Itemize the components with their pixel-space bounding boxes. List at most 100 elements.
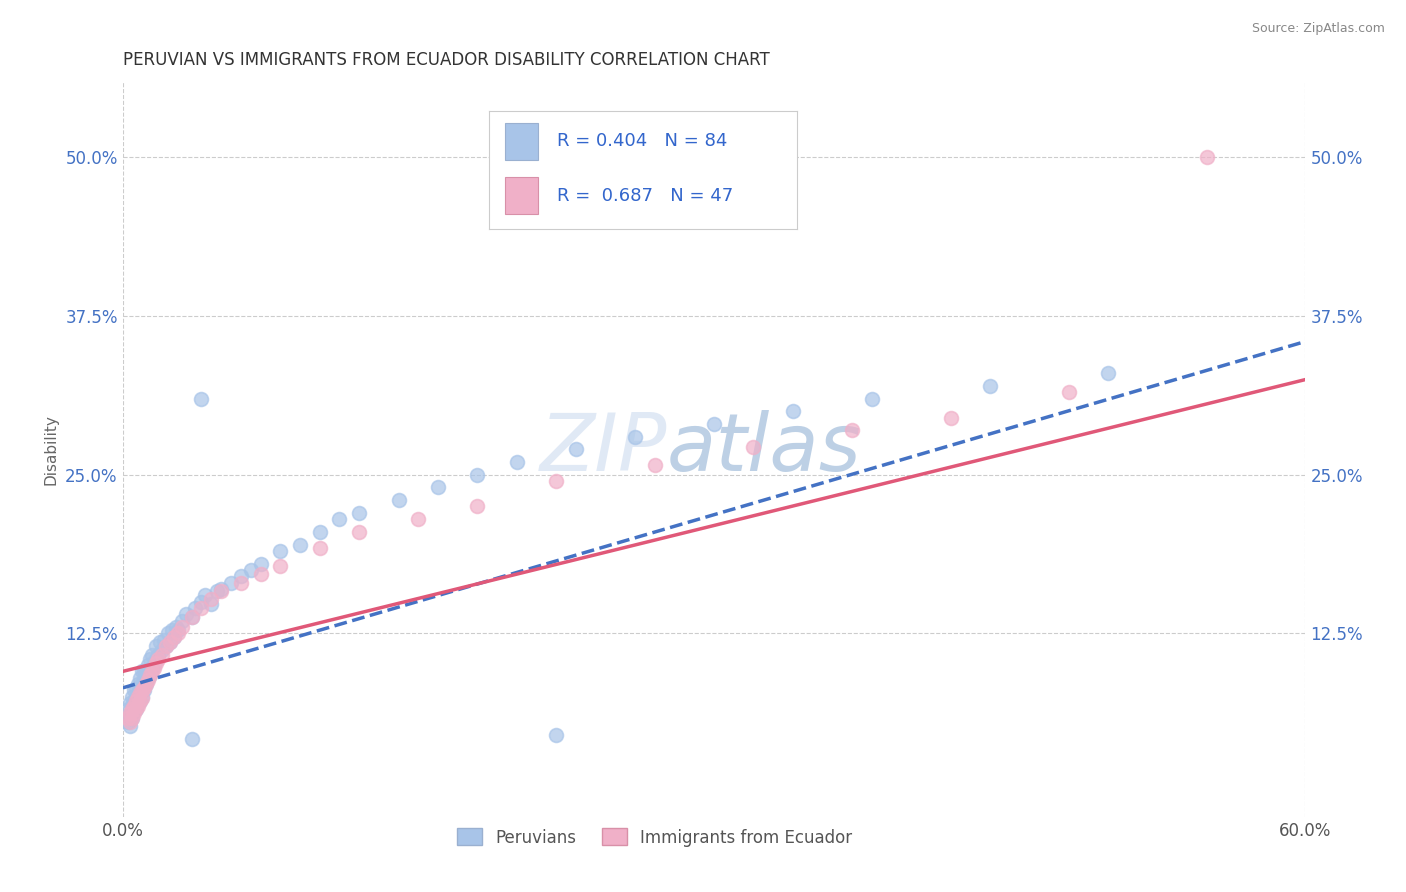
Point bbox=[129, 683, 152, 698]
Point bbox=[347, 524, 370, 539]
Point bbox=[134, 681, 156, 695]
Point bbox=[742, 440, 765, 454]
Point bbox=[209, 582, 232, 596]
Point bbox=[180, 610, 202, 624]
Point bbox=[115, 709, 138, 723]
Point bbox=[200, 597, 222, 611]
Point bbox=[124, 706, 146, 721]
Point bbox=[124, 704, 146, 718]
Point bbox=[127, 698, 149, 713]
Point bbox=[125, 702, 148, 716]
Point bbox=[127, 677, 149, 691]
Point bbox=[131, 683, 153, 698]
Text: Source: ZipAtlas.com: Source: ZipAtlas.com bbox=[1251, 22, 1385, 36]
Point bbox=[120, 719, 142, 733]
Point bbox=[120, 711, 142, 725]
Point bbox=[467, 500, 489, 514]
Point bbox=[184, 601, 207, 615]
Point bbox=[131, 677, 153, 691]
Point bbox=[131, 690, 153, 704]
Point bbox=[209, 584, 232, 599]
Point bbox=[146, 651, 169, 665]
Point bbox=[163, 630, 186, 644]
Point bbox=[467, 467, 489, 482]
Point bbox=[150, 643, 173, 657]
Point bbox=[146, 648, 169, 662]
Point bbox=[159, 635, 181, 649]
Point bbox=[136, 658, 159, 673]
Point bbox=[229, 575, 252, 590]
Point bbox=[269, 544, 291, 558]
Point bbox=[129, 693, 152, 707]
Point bbox=[124, 693, 146, 707]
Point bbox=[120, 706, 142, 721]
Point bbox=[129, 686, 152, 700]
Point bbox=[249, 566, 271, 581]
Point bbox=[1097, 366, 1119, 380]
Point bbox=[288, 537, 311, 551]
Point bbox=[125, 681, 148, 695]
Point bbox=[180, 731, 202, 746]
Point bbox=[406, 512, 429, 526]
Point bbox=[135, 677, 157, 691]
Point bbox=[131, 665, 153, 679]
Y-axis label: Disability: Disability bbox=[44, 414, 58, 484]
Point bbox=[159, 635, 181, 649]
Point bbox=[160, 623, 183, 637]
Point bbox=[139, 651, 162, 665]
Point bbox=[194, 588, 217, 602]
Point bbox=[347, 506, 370, 520]
Point bbox=[155, 639, 177, 653]
Point bbox=[156, 626, 179, 640]
Point bbox=[703, 417, 725, 431]
Point bbox=[139, 668, 162, 682]
Point bbox=[121, 690, 143, 704]
Point bbox=[229, 569, 252, 583]
Point bbox=[121, 711, 143, 725]
Text: PERUVIAN VS IMMIGRANTS FROM ECUADOR DISABILITY CORRELATION CHART: PERUVIAN VS IMMIGRANTS FROM ECUADOR DISA… bbox=[122, 51, 769, 69]
Legend: Peruvians, Immigrants from Ecuador: Peruvians, Immigrants from Ecuador bbox=[451, 822, 859, 853]
Point bbox=[269, 559, 291, 574]
Point bbox=[166, 623, 188, 637]
Point bbox=[117, 711, 139, 725]
Point bbox=[166, 626, 188, 640]
Text: ZIP: ZIP bbox=[540, 410, 666, 488]
Point bbox=[141, 660, 163, 674]
Point bbox=[125, 702, 148, 716]
Point bbox=[782, 404, 804, 418]
Point bbox=[125, 690, 148, 704]
Point bbox=[134, 683, 156, 698]
Point bbox=[624, 430, 647, 444]
Point bbox=[163, 630, 186, 644]
Point bbox=[1057, 385, 1080, 400]
Point bbox=[125, 698, 148, 713]
Point bbox=[143, 658, 166, 673]
Point bbox=[150, 648, 173, 662]
Point bbox=[129, 693, 152, 707]
Point bbox=[939, 410, 962, 425]
Point bbox=[125, 693, 148, 707]
Point bbox=[145, 639, 167, 653]
Point bbox=[219, 575, 242, 590]
Point bbox=[841, 423, 863, 437]
Point bbox=[135, 665, 157, 679]
Point bbox=[124, 696, 146, 710]
Point bbox=[139, 668, 162, 682]
Point bbox=[127, 686, 149, 700]
Point bbox=[117, 715, 139, 730]
Point bbox=[308, 541, 330, 556]
Point bbox=[328, 512, 350, 526]
Point bbox=[239, 563, 262, 577]
Point bbox=[387, 493, 409, 508]
Point bbox=[145, 651, 167, 665]
Point bbox=[134, 665, 156, 679]
Point bbox=[121, 698, 143, 713]
Point bbox=[124, 683, 146, 698]
Text: atlas: atlas bbox=[666, 410, 862, 488]
Point bbox=[145, 656, 167, 670]
Point bbox=[117, 702, 139, 716]
Point bbox=[200, 592, 222, 607]
Point bbox=[121, 711, 143, 725]
Point bbox=[136, 673, 159, 688]
Point bbox=[149, 635, 172, 649]
